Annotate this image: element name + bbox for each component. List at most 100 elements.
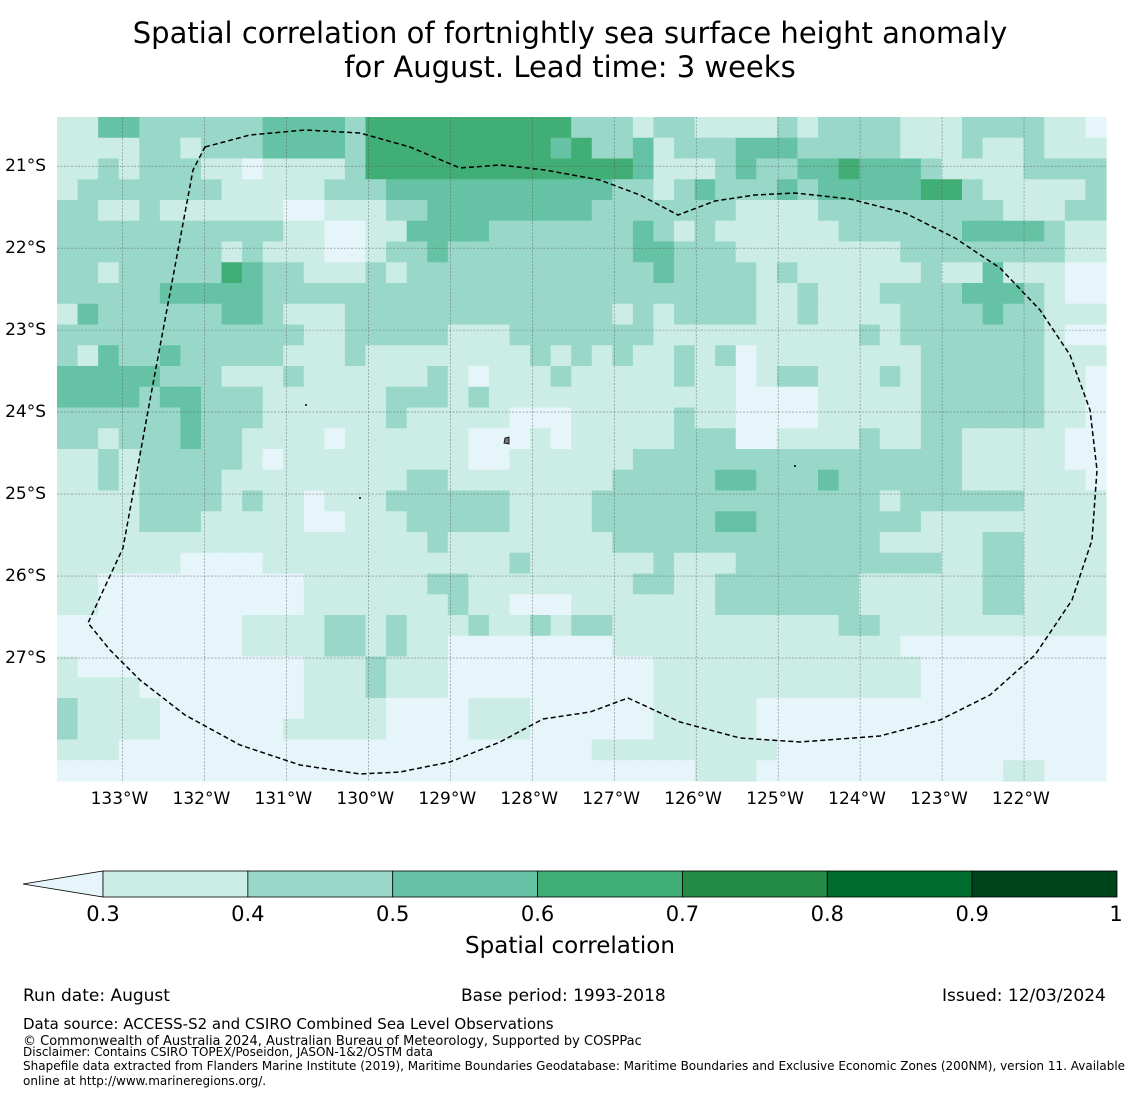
grid-cell	[982, 573, 1004, 595]
grid-cell	[118, 137, 140, 160]
grid-cell	[1044, 179, 1066, 201]
grid-cell	[941, 220, 963, 243]
grid-cell	[982, 428, 1004, 450]
grid-cell	[365, 760, 387, 782]
grid-cell	[242, 137, 264, 160]
grid-cell	[674, 158, 696, 180]
grid-cell	[632, 386, 655, 409]
grid-cell	[283, 366, 305, 388]
grid-cell	[920, 490, 943, 512]
grid-cell	[262, 179, 284, 201]
grid-cell	[344, 200, 367, 222]
grid-cell	[344, 345, 367, 367]
grid-cell	[262, 760, 284, 782]
grid-cell	[879, 179, 901, 201]
grid-cell	[591, 407, 613, 429]
grid-cell	[900, 220, 922, 243]
grid-cell	[838, 718, 860, 741]
grid-cell	[653, 511, 675, 533]
grid-cell	[756, 449, 778, 471]
grid-cell	[962, 345, 984, 367]
grid-cell	[221, 760, 243, 782]
grid-cell	[674, 117, 696, 139]
grid-cell	[962, 262, 984, 284]
grid-cell	[303, 428, 325, 450]
grid-cell	[1023, 677, 1045, 699]
longitude-tick-label: 130°W	[336, 789, 395, 809]
grid-cell	[344, 220, 367, 243]
grid-cell	[674, 449, 696, 471]
grid-cell	[303, 739, 325, 761]
grid-cell	[159, 656, 182, 678]
grid-cell	[447, 428, 469, 450]
grid-cell	[303, 511, 325, 533]
grid-cell	[653, 179, 675, 201]
grid-cell	[715, 718, 737, 741]
grid-cell	[818, 739, 840, 761]
grid-cell	[488, 615, 511, 637]
grid-cell	[447, 283, 469, 305]
grid-cell	[447, 241, 469, 263]
grid-cell	[674, 656, 696, 678]
grid-cell	[982, 303, 1004, 326]
grid-cell	[797, 635, 819, 658]
grid-cell	[571, 407, 593, 429]
grid-cell	[612, 511, 634, 533]
grid-cell	[159, 573, 182, 595]
grid-cell	[982, 594, 1004, 616]
grid-cell	[941, 573, 963, 595]
grid-cell	[756, 739, 778, 761]
grid-cell	[1003, 117, 1025, 139]
shapefile-credit-line1: Shapefile data extracted from Flanders M…	[23, 1059, 1126, 1073]
grid-cell	[427, 656, 449, 678]
grid-cell	[776, 573, 799, 595]
grid-cell	[550, 366, 572, 388]
grid-cell	[879, 698, 901, 720]
grid-cell	[386, 449, 408, 471]
grid-cell	[694, 698, 716, 720]
colorbar-bin	[102, 870, 249, 898]
grid-cell	[447, 532, 469, 554]
grid-cell	[98, 137, 120, 160]
grid-cell	[962, 137, 984, 160]
grid-cell	[57, 552, 79, 575]
grid-cell	[118, 760, 140, 782]
grid-cell	[550, 303, 572, 326]
grid-cell	[859, 718, 881, 741]
grid-cell	[365, 635, 387, 658]
grid-cell	[900, 760, 922, 782]
grid-cell	[77, 469, 99, 492]
grid-cell	[242, 532, 264, 554]
grid-cell	[632, 179, 655, 201]
grid-cell	[653, 137, 675, 160]
grid-cell	[77, 200, 99, 222]
grid-cell	[756, 469, 778, 492]
grid-cell	[118, 573, 140, 595]
grid-cell	[1044, 511, 1066, 533]
grid-cell	[694, 449, 716, 471]
grid-cell	[262, 366, 284, 388]
grid-cell	[797, 407, 819, 429]
grid-cell	[632, 677, 655, 699]
grid-cell	[283, 345, 305, 367]
grid-cell	[653, 573, 675, 595]
grid-cell	[57, 469, 79, 492]
grid-cell	[941, 718, 963, 741]
grid-cell	[900, 241, 922, 263]
grid-cell	[1044, 490, 1066, 512]
grid-cell	[200, 573, 223, 595]
grid-cell	[427, 220, 449, 243]
grid-cell	[694, 490, 716, 512]
grid-cell	[1064, 532, 1087, 554]
grid-cell	[797, 698, 819, 720]
grid-cell	[1064, 262, 1087, 284]
grid-cell	[221, 552, 243, 575]
grid-cell	[715, 345, 737, 367]
grid-cell	[838, 490, 860, 512]
grid-cell	[406, 594, 428, 616]
grid-cell	[488, 366, 511, 388]
grid-cell	[612, 241, 634, 263]
grid-cell	[427, 449, 449, 471]
grid-cell	[715, 137, 737, 160]
grid-cell	[242, 407, 264, 429]
